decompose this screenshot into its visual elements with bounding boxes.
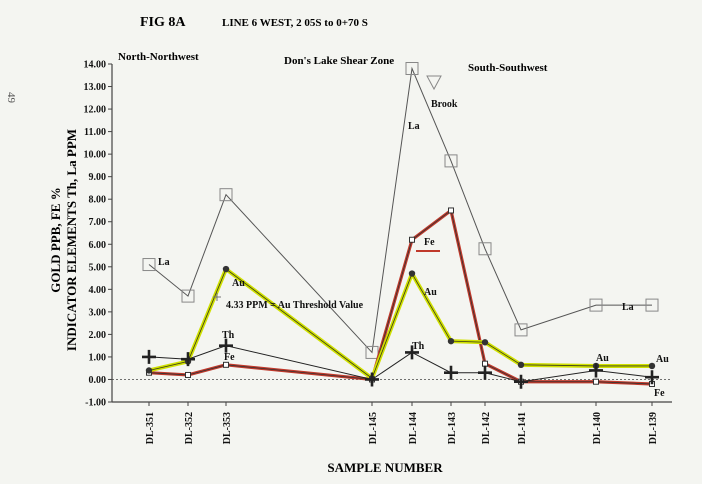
th-series-line — [148, 345, 653, 383]
au-series-core — [148, 268, 652, 379]
y-tick-label: 14.00 — [84, 60, 107, 71]
th-point-marker — [219, 338, 233, 353]
la-point-marker — [181, 289, 195, 303]
th-point-marker — [405, 345, 419, 360]
au-point-marker — [447, 337, 455, 345]
au-right2-label: Au — [656, 354, 669, 365]
figure-subtitle: LINE 6 WEST, 2 05S to 0+70 S — [222, 17, 368, 29]
au-point-marker — [481, 339, 489, 346]
au-mid-label: Au — [424, 287, 437, 298]
la-point-marker — [645, 298, 659, 312]
y-tick-label: 6.00 — [89, 240, 107, 251]
x-tick-label: DL-141 — [517, 412, 528, 444]
y-tick-label: 1.00 — [89, 352, 107, 363]
y-tick-label: 11.00 — [84, 127, 106, 138]
side-page-number: 49 — [5, 92, 17, 104]
axes-layer: -1.00 0.00 1.00 2.00 3.00 4.00 5.00 6.00 7.00 8.0… — [84, 60, 672, 444]
fe-point-marker — [185, 371, 191, 378]
au-point-marker — [222, 265, 230, 273]
x-tick-label: DL-145 — [368, 412, 379, 444]
la-point-marker — [478, 242, 492, 256]
y-tick-label: 4.00 — [89, 285, 107, 296]
th-mid-label: Th — [412, 341, 425, 352]
y-tick-label: 10.00 — [84, 150, 107, 161]
au-left-label: Au — [232, 278, 245, 289]
x-tick-label: DL-353 — [222, 412, 233, 444]
region-right-label: South-Southwest — [468, 62, 548, 74]
au-point-marker — [408, 270, 416, 277]
x-tick-label: DL-352 — [184, 412, 195, 444]
x-tick-label: DL-143 — [447, 412, 458, 444]
brook-point-marker — [426, 75, 442, 91]
th-point-marker — [365, 372, 379, 387]
th-point-marker — [645, 370, 659, 385]
fe-point-marker — [223, 361, 229, 368]
la-point-marker — [219, 188, 233, 202]
la-point-marker — [514, 323, 528, 337]
au-point-marker — [517, 361, 525, 369]
th-point-marker — [181, 352, 195, 367]
x-tick-label: DL-140 — [592, 412, 603, 444]
x-tick-label: DL-139 — [648, 412, 659, 444]
fe-right-label: Fe — [654, 388, 665, 399]
la-left-label: La — [158, 257, 170, 268]
th-point-marker — [514, 374, 528, 389]
x-tick-label: DL-144 — [408, 412, 419, 444]
y-tick-label: 5.00 — [89, 262, 107, 273]
y-tick-label: 3.00 — [89, 307, 107, 318]
th-point-marker — [142, 349, 156, 364]
annotations-layer: La La La Brook Fe Fe Fe Au Au Au Au Th Th 4.33 PPM = … — [158, 99, 669, 399]
au-point-marker — [648, 362, 656, 370]
fe-point-marker — [593, 378, 599, 385]
y-axis-title-line-1: GOLD PPB, FE % — [48, 187, 63, 292]
th-point-marker — [478, 365, 492, 380]
y-tick-label: 8.00 — [89, 195, 107, 206]
y-tick-label: 7.00 — [89, 217, 107, 228]
th-point-marker — [589, 363, 603, 378]
fe-point-marker — [482, 360, 488, 367]
y-tick-label: 0.00 — [89, 375, 107, 386]
fe-mid-label: Fe — [424, 237, 435, 248]
brook-label: Brook — [431, 99, 458, 110]
region-left-label: North-Northwest — [118, 51, 199, 63]
y-axis-title-line-2: INDICATOR ELEMENTS Th, La PPM — [64, 129, 79, 351]
au-point-marker — [145, 367, 153, 374]
y-tick-label: -1.00 — [85, 398, 106, 409]
x-tick-label: DL-351 — [145, 412, 156, 444]
la-peak-label: La — [408, 121, 420, 132]
la-point-marker — [444, 154, 458, 168]
th-left-label: Th — [222, 330, 235, 341]
la-right-label: La — [622, 302, 634, 313]
fe-point-marker — [448, 207, 454, 214]
figure-title: FIG 8A — [140, 15, 186, 30]
fe-point-marker — [409, 236, 415, 243]
region-center-label: Don's Lake Shear Zone — [284, 55, 394, 67]
y-axis-title: GOLD PPB, FE % INDICATOR ELEMENTS Th, La… — [48, 129, 79, 351]
th-point-marker — [444, 365, 458, 380]
x-tick-label: DL-142 — [481, 412, 492, 444]
threshold-label: 4.33 PPM = Au Threshold Value — [226, 300, 364, 311]
au-right-label: Au — [596, 353, 609, 364]
y-tick-label: 12.00 — [84, 105, 107, 116]
threshold-marker — [213, 293, 221, 301]
la-point-marker — [405, 62, 419, 76]
y-tick-label: 9.00 — [89, 172, 107, 183]
fe-series-core — [148, 209, 653, 385]
la-point-marker — [142, 258, 156, 272]
y-tick-label: 2.00 — [89, 330, 107, 341]
series-layer — [142, 62, 659, 389]
la-point-marker — [589, 298, 603, 312]
y-tick-label: 13.00 — [84, 82, 107, 93]
x-axis-title: SAMPLE NUMBER — [327, 460, 443, 475]
la-series-line — [148, 66, 652, 354]
la-point-marker — [365, 345, 379, 359]
fe-left-label: Fe — [224, 352, 235, 363]
